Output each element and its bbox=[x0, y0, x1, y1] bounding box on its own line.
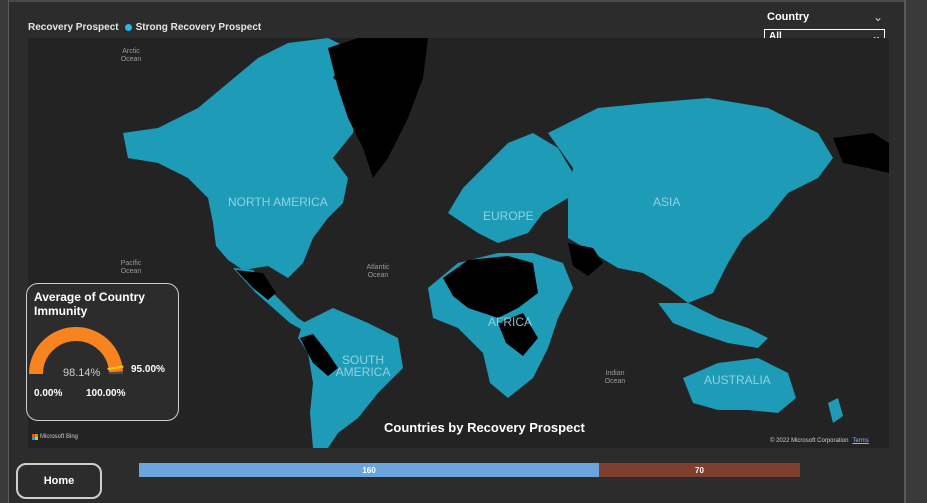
map-legend: Recovery Prospect Strong Recovery Prospe… bbox=[28, 22, 261, 33]
region-asia[interactable] bbox=[548, 98, 833, 303]
right-scrollbar[interactable] bbox=[904, 0, 927, 503]
label-indian-ocean: Indian Ocean bbox=[604, 370, 626, 385]
region-new-zealand[interactable] bbox=[828, 398, 843, 423]
gauge-min-label: 0.00% bbox=[34, 388, 63, 399]
label-australia: AUSTRALIA bbox=[704, 373, 771, 387]
bing-attribution: Microsoft Bing bbox=[32, 434, 78, 440]
world-map[interactable]: NORTH AMERICA SOUTH AMERICA EUROPE AFRIC… bbox=[28, 38, 889, 448]
left-scroll-rail bbox=[0, 0, 9, 503]
gauge-value-label: 98.14% bbox=[63, 367, 101, 379]
microsoft-logo-icon bbox=[32, 434, 38, 440]
label-north-america: NORTH AMERICA bbox=[228, 195, 328, 209]
label-asia: ASIA bbox=[653, 195, 681, 209]
gauge-title: Average of Country Immunity bbox=[34, 290, 145, 318]
region-australia[interactable] bbox=[683, 358, 796, 413]
legend-item-label: Strong Recovery Prospect bbox=[135, 22, 262, 33]
region-middle-east-black[interactable] bbox=[568, 243, 603, 276]
copyright-text: © 2022 Microsoft Corporation bbox=[770, 438, 849, 444]
recovery-count-bar: 160 70 bbox=[139, 463, 800, 477]
bar-segment-strong[interactable]: 160 bbox=[139, 463, 599, 477]
map-title: Countries by Recovery Prospect bbox=[384, 420, 585, 435]
region-africa-north-black[interactable] bbox=[443, 256, 538, 318]
map-copyright: © 2022 Microsoft Corporation Terms bbox=[770, 438, 869, 444]
map-svg bbox=[28, 38, 889, 448]
bing-attribution-text: Microsoft Bing bbox=[40, 434, 79, 440]
chevron-down-icon: ⌄ bbox=[871, 31, 881, 43]
gauge-value-arc bbox=[29, 327, 123, 375]
region-southeast-asia[interactable] bbox=[658, 303, 768, 348]
region-mexico[interactable] bbox=[236, 270, 276, 300]
region-peru[interactable] bbox=[300, 334, 338, 376]
label-arctic-ocean: Arctic Ocean bbox=[120, 48, 142, 63]
label-atlantic-ocean: Atlantic Ocean bbox=[366, 264, 390, 279]
region-north-america[interactable] bbox=[123, 38, 358, 278]
gauge-target-label: 95.00% bbox=[131, 364, 165, 375]
label-europe: EUROPE bbox=[483, 209, 534, 223]
region-africa-central-black[interactable] bbox=[498, 313, 538, 356]
region-europe[interactable] bbox=[448, 133, 573, 243]
region-south-america[interactable] bbox=[298, 308, 403, 448]
label-pacific-ocean: Pacific Ocean bbox=[120, 260, 142, 275]
country-dropdown-value: All bbox=[769, 31, 782, 42]
slicer-collapse-chevron-icon[interactable]: ⌄ bbox=[873, 10, 884, 24]
gauge-max-label: 100.00% bbox=[86, 388, 126, 399]
label-africa: AFRICA bbox=[488, 315, 533, 329]
region-greenland[interactable] bbox=[328, 38, 428, 178]
bar-segment-other[interactable]: 70 bbox=[599, 463, 800, 477]
country-slicer-title: Country bbox=[767, 11, 810, 23]
gauge-target-marker bbox=[107, 365, 124, 370]
immunity-gauge-card[interactable]: Average of Country Immunity 98.14% 95.00… bbox=[26, 283, 179, 421]
legend-dot-icon bbox=[124, 24, 132, 31]
home-button[interactable]: Home bbox=[16, 463, 102, 499]
legend-title: Recovery Prospect bbox=[28, 22, 119, 33]
terms-link[interactable]: Terms bbox=[852, 438, 869, 444]
gauge-svg bbox=[29, 327, 124, 375]
region-far-east-black[interactable] bbox=[833, 133, 889, 173]
label-south-america: SOUTH AMERICA bbox=[335, 353, 391, 379]
